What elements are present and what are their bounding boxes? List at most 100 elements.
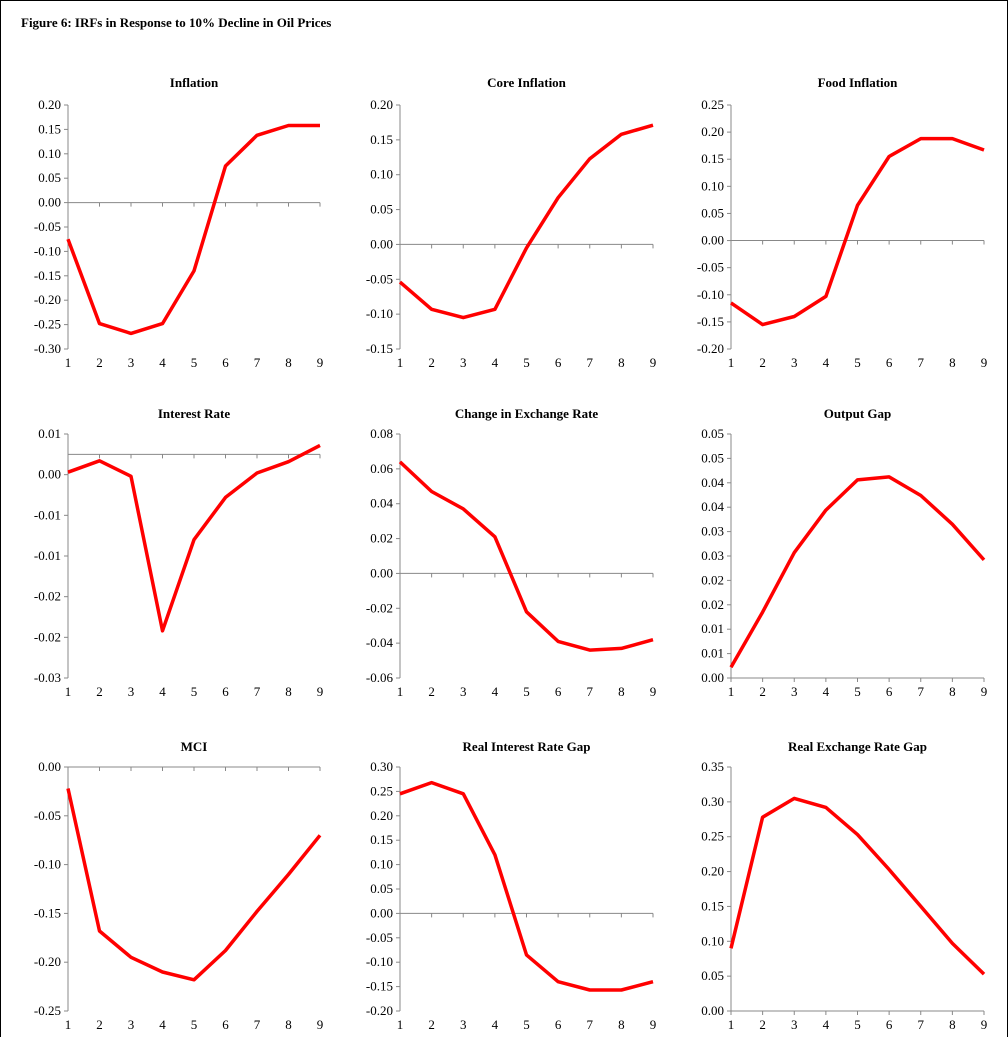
real-interest-rate-gap-x-tick-label: 1 [397, 1017, 404, 1032]
food-inflation-x-tick-label: 4 [823, 355, 830, 370]
food-inflation-y-tick-label: -0.20 [697, 341, 724, 356]
real-interest-rate-gap-x-tick-label: 2 [428, 1017, 435, 1032]
core-inflation-y-tick-label: 0.00 [370, 236, 393, 251]
change-in-exchange-rate-x-tick-label: 4 [492, 684, 499, 699]
output-gap-y-tick-label: 0.01 [701, 646, 724, 661]
output-gap-series-line [729, 475, 986, 669]
interest-rate-y-tick-label: -0.01 [34, 507, 61, 522]
real-exchange-rate-gap-y-tick-label: 0.00 [701, 1003, 724, 1018]
food-inflation-series-line [730, 136, 985, 327]
figure-title: Figure 6: IRFs in Response to 10% Declin… [21, 15, 332, 30]
mci-y-tick-label: -0.25 [34, 1003, 61, 1018]
core-inflation-y-tick-label: 0.15 [370, 132, 393, 147]
interest-rate-x-tick-label: 6 [222, 684, 229, 699]
change-in-exchange-rate-series-line [398, 460, 654, 652]
real-interest-rate-gap-x-tick-label: 3 [460, 1017, 467, 1032]
output-gap-y-tick-label: 0.05 [701, 450, 724, 465]
core-inflation-x-tick-label: 6 [555, 355, 562, 370]
food-inflation-y-tick-label: -0.15 [697, 314, 724, 329]
interest-rate-x-tick-label: 4 [159, 684, 166, 699]
output-gap-chart: Output Gap 0.05 0.05 0.04 0.04 0.03 0.03 0.02 0.… [701, 406, 987, 699]
output-gap-x-tick-label: 7 [918, 684, 925, 699]
food-inflation-y-tick-label: 0.20 [701, 124, 724, 139]
change-in-exchange-rate-y-tick-label: 0.06 [370, 461, 393, 476]
inflation-series-line [66, 123, 320, 336]
food-inflation-x-tick-label: 8 [949, 355, 956, 370]
interest-rate-x-tick-label: 5 [191, 684, 198, 699]
core-inflation-chart: Core Inflation 0.20 0.15 0.10 0.05 0.00 -0.05 -… [366, 75, 656, 370]
core-inflation-title: Core Inflation [487, 75, 567, 90]
real-interest-rate-gap-y-tick-label: -0.05 [366, 930, 393, 945]
interest-rate-x-tick-label: 3 [128, 684, 135, 699]
real-interest-rate-gap-title: Real Interest Rate Gap [463, 739, 591, 754]
real-interest-rate-gap-series-line [399, 780, 654, 992]
interest-rate-y-tick-label: -0.01 [34, 548, 61, 563]
real-interest-rate-gap-x-tick-label: 7 [587, 1017, 594, 1032]
interest-rate-x-tick-label: 2 [96, 684, 103, 699]
output-gap-x-tick-label: 9 [981, 684, 988, 699]
real-exchange-rate-gap-x-tick-label: 1 [728, 1017, 735, 1032]
mci-x-tick-label: 8 [285, 1017, 292, 1032]
real-exchange-rate-gap-y-tick-label: 0.10 [701, 933, 724, 948]
inflation-x-tick-label: 2 [96, 355, 103, 370]
food-inflation-title: Food Inflation [818, 75, 899, 90]
inflation-y-tick-label: -0.20 [34, 292, 61, 307]
output-gap-y-tick-label: 0.03 [701, 524, 724, 539]
core-inflation-x-tick-label: 5 [523, 355, 530, 370]
interest-rate-y-tick-label: -0.02 [34, 589, 61, 604]
interest-rate-y-tick-label: 0.01 [38, 426, 61, 441]
real-exchange-rate-gap-y-tick-label: 0.05 [701, 968, 724, 983]
real-interest-rate-gap-y-tick-label: 0.30 [370, 759, 393, 774]
core-inflation-y-tick-label: 0.10 [370, 167, 393, 182]
output-gap-x-tick-label: 1 [728, 684, 735, 699]
food-inflation-x-tick-label: 9 [981, 355, 988, 370]
real-interest-rate-gap-y-tick-label: -0.20 [366, 1003, 393, 1018]
real-interest-rate-gap-y-tick-label: 0.10 [370, 857, 393, 872]
real-interest-rate-gap-x-tick-label: 8 [618, 1017, 625, 1032]
core-inflation-x-tick-label: 8 [618, 355, 625, 370]
food-inflation-y-tick-label: 0.25 [701, 97, 724, 112]
change-in-exchange-rate-y-tick-label: -0.02 [366, 600, 393, 615]
food-inflation-x-tick-label: 6 [886, 355, 893, 370]
output-gap-y-tick-label: 0.03 [701, 548, 724, 563]
mci-x-tick-label: 9 [317, 1017, 324, 1032]
real-interest-rate-gap-y-tick-label: -0.15 [366, 979, 393, 994]
real-exchange-rate-gap-y-tick-label: 0.15 [701, 898, 724, 913]
mci-y-tick-label: -0.15 [34, 905, 61, 920]
change-in-exchange-rate-x-tick-label: 9 [650, 684, 657, 699]
real-exchange-rate-gap-y-tick-label: 0.30 [701, 794, 724, 809]
mci-title: MCI [181, 739, 208, 754]
real-exchange-rate-gap-y-tick-label: 0.35 [701, 759, 724, 774]
change-in-exchange-rate-x-tick-label: 2 [428, 684, 435, 699]
food-inflation-x-tick-label: 5 [854, 355, 861, 370]
inflation-y-tick-label: -0.05 [34, 219, 61, 234]
real-exchange-rate-gap-series-line [729, 796, 986, 976]
inflation-x-tick-label: 6 [222, 355, 229, 370]
output-gap-x-tick-label: 3 [791, 684, 798, 699]
output-gap-y-tick-label: 0.01 [701, 621, 724, 636]
inflation-y-tick-label: 0.15 [38, 121, 61, 136]
change-in-exchange-rate-y-tick-label: -0.04 [366, 635, 394, 650]
inflation-chart: Inflation 0.20 0.15 0.10 0.05 0.00 -0.05 -0.10 -… [34, 75, 323, 370]
food-inflation-x-tick-label: 1 [728, 355, 735, 370]
change-in-exchange-rate-x-tick-label: 8 [618, 684, 625, 699]
interest-rate-y-tick-label: -0.02 [34, 629, 61, 644]
real-exchange-rate-gap-x-tick-label: 8 [949, 1017, 956, 1032]
inflation-x-tick-label: 7 [254, 355, 261, 370]
real-exchange-rate-gap-title: Real Exchange Rate Gap [788, 739, 927, 754]
food-inflation-y-tick-label: -0.05 [697, 260, 724, 275]
interest-rate-series-line [67, 443, 321, 633]
mci-x-tick-label: 7 [254, 1017, 261, 1032]
real-interest-rate-gap-y-tick-label: 0.00 [370, 905, 393, 920]
change-in-exchange-rate-y-tick-label: 0.02 [370, 531, 393, 546]
inflation-x-tick-label: 4 [159, 355, 166, 370]
interest-rate-x-tick-label: 9 [317, 684, 324, 699]
mci-y-tick-label: -0.20 [34, 954, 61, 969]
output-gap-x-tick-label: 2 [759, 684, 766, 699]
inflation-title: Inflation [170, 75, 219, 90]
real-exchange-rate-gap-x-tick-label: 9 [981, 1017, 988, 1032]
real-exchange-rate-gap-x-tick-label: 6 [886, 1017, 893, 1032]
real-exchange-rate-gap-x-tick-label: 3 [791, 1017, 798, 1032]
inflation-x-tick-label: 3 [128, 355, 135, 370]
food-inflation-x-tick-label: 2 [759, 355, 766, 370]
